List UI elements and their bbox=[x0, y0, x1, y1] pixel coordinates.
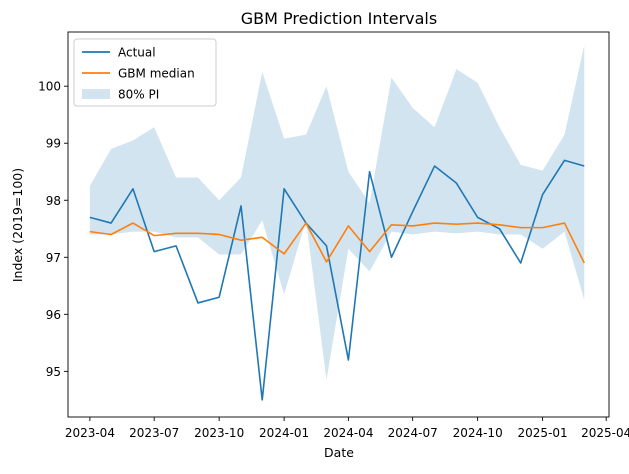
legend-label-80-pi: 80% PI bbox=[118, 88, 159, 102]
y-tick-label: 98 bbox=[46, 194, 61, 208]
series-line-actual bbox=[89, 159, 585, 401]
x-tick-label: 2024-04 bbox=[323, 426, 373, 440]
axes-frame bbox=[67, 31, 610, 418]
y-tick-label: 96 bbox=[46, 308, 61, 322]
legend-label-gbm-median: GBM median bbox=[118, 67, 195, 81]
legend: Actual GBM median 80% PI bbox=[73, 38, 217, 107]
series-line-gbm-median bbox=[89, 222, 585, 264]
y-tick-label: 97 bbox=[46, 251, 61, 265]
x-tick-label: 2024-01 bbox=[259, 426, 309, 440]
legend-label-actual: Actual bbox=[118, 46, 156, 60]
prediction-interval-band bbox=[89, 45, 585, 380]
x-tick-label: 2023-04 bbox=[65, 426, 115, 440]
x-axis-label: Date bbox=[324, 445, 354, 460]
series-lines-layer bbox=[89, 159, 585, 401]
x-axis-ticks: 2023-04 2023-07 2023-10 2024-01 2024-04 2024-… bbox=[65, 417, 629, 440]
x-tick-label: 2023-10 bbox=[194, 426, 244, 440]
prediction-interval-layer bbox=[89, 45, 585, 380]
y-tick-label: 100 bbox=[38, 80, 61, 94]
x-tick-label: 2024-07 bbox=[388, 426, 438, 440]
chart-title: GBM Prediction Intervals bbox=[241, 9, 437, 28]
y-tick-label: 95 bbox=[46, 365, 61, 379]
legend-swatch-80-pi bbox=[82, 89, 110, 99]
x-tick-label: 2023-07 bbox=[129, 426, 179, 440]
y-tick-label: 99 bbox=[46, 137, 61, 151]
y-axis-ticks: 95 96 97 98 99 100 bbox=[38, 80, 68, 379]
y-axis-label: Index (2019=100) bbox=[10, 168, 25, 282]
x-tick-label: 2024-10 bbox=[453, 426, 503, 440]
x-tick-label: 2025-04 bbox=[581, 426, 629, 440]
x-tick-label: 2025-01 bbox=[518, 426, 568, 440]
legend-box bbox=[73, 38, 217, 107]
